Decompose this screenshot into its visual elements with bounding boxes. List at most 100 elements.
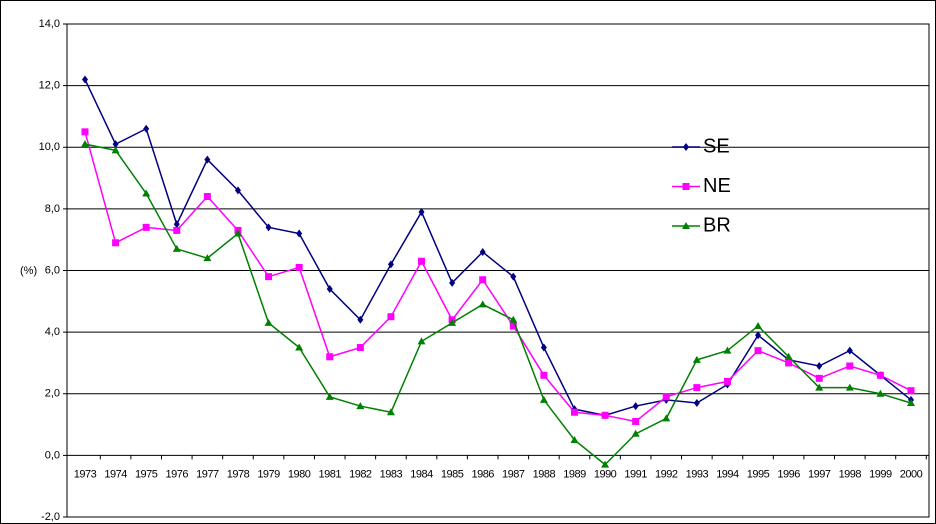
data-point	[601, 460, 610, 468]
data-point	[449, 278, 456, 287]
y-tick-label: 12,0	[39, 80, 60, 92]
x-tick-label: 1985	[441, 468, 464, 480]
x-tick-label: 1995	[747, 468, 770, 480]
data-point	[142, 223, 150, 231]
data-point	[509, 315, 518, 323]
data-point	[325, 392, 334, 400]
data-point	[265, 223, 272, 232]
data-point	[173, 220, 180, 229]
x-tick-label: 1976	[166, 468, 189, 480]
data-point	[662, 414, 671, 422]
data-point	[172, 244, 181, 252]
data-point	[540, 371, 548, 379]
x-tick-label: 1979	[257, 468, 280, 480]
data-point	[203, 193, 211, 201]
y-axis-label: (%)	[20, 265, 37, 277]
data-point	[846, 362, 854, 370]
data-point	[755, 331, 762, 340]
data-point	[723, 377, 731, 385]
data-point	[143, 124, 150, 133]
data-point	[296, 229, 303, 238]
data-point	[723, 346, 732, 354]
data-point	[479, 248, 486, 257]
x-tick-label: 1983	[380, 468, 403, 480]
data-point	[418, 207, 425, 216]
data-point	[510, 272, 517, 281]
x-tick-label: 1987	[502, 468, 525, 480]
data-point	[693, 384, 701, 392]
data-point	[326, 353, 334, 361]
legend-marker	[682, 222, 690, 229]
x-tick-label: 1994	[716, 468, 739, 480]
x-tick-label: 1980	[288, 468, 311, 480]
data-point	[418, 257, 426, 265]
x-tick-label: 1981	[318, 468, 341, 480]
x-tick-label: 1977	[196, 468, 219, 480]
data-point	[295, 343, 304, 351]
legend-text: SE	[703, 135, 730, 157]
data-point	[234, 186, 241, 195]
x-tick-label: 1988	[533, 468, 556, 480]
data-point	[264, 318, 273, 326]
legend-marker	[682, 183, 690, 190]
data-point	[357, 315, 364, 324]
x-tick-label: 1982	[349, 468, 372, 480]
x-tick-label: 1984	[410, 468, 433, 480]
legend-text: NE	[703, 175, 731, 197]
series-line	[84, 131, 912, 423]
x-tick-label: 1996	[777, 468, 800, 480]
x-tick-label: 1997	[808, 468, 831, 480]
data-point	[142, 189, 151, 197]
data-point	[784, 352, 793, 360]
x-tick-label: 1991	[624, 468, 647, 480]
data-point	[540, 343, 547, 352]
data-point	[81, 128, 89, 136]
data-point	[295, 263, 303, 271]
y-tick-label: 0,0	[45, 449, 60, 461]
legend-marker	[683, 143, 689, 151]
data-point	[570, 408, 578, 416]
data-point	[509, 322, 517, 330]
data-point	[479, 276, 487, 284]
data-point	[815, 383, 824, 391]
data-point	[785, 359, 793, 367]
data-point	[386, 408, 395, 416]
data-point	[539, 395, 548, 403]
y-tick-label: 8,0	[45, 203, 60, 215]
x-tick-label: 2000	[900, 468, 923, 480]
data-point	[876, 389, 885, 397]
x-tick-label: 1990	[594, 468, 617, 480]
data-point	[478, 300, 487, 308]
x-tick-label: 1999	[869, 468, 892, 480]
data-point	[693, 398, 700, 407]
data-point	[356, 344, 364, 352]
data-point	[356, 402, 365, 410]
y-tick-label: 6,0	[45, 264, 60, 276]
series	[81, 140, 915, 468]
data-point	[632, 417, 640, 425]
data-point	[631, 429, 640, 437]
x-tick-label: 1986	[471, 468, 494, 480]
x-tick-label: 1992	[655, 468, 678, 480]
data-point	[754, 347, 762, 355]
data-point	[845, 383, 854, 391]
data-point	[112, 140, 119, 149]
data-point	[233, 229, 242, 237]
data-point	[570, 435, 579, 443]
x-tick-label: 1975	[135, 468, 158, 480]
data-point	[112, 239, 120, 247]
data-point	[907, 387, 915, 395]
data-point	[82, 75, 88, 84]
data-point	[111, 146, 120, 154]
data-point	[876, 371, 884, 379]
data-point	[692, 355, 701, 363]
x-tick-label: 1978	[227, 468, 250, 480]
data-point	[204, 155, 211, 164]
data-point	[816, 362, 823, 371]
y-tick-label: 14,0	[39, 18, 60, 30]
y-tick-label: -2,0	[41, 511, 60, 523]
x-tick-label: 1993	[686, 468, 709, 480]
data-point	[448, 318, 457, 326]
